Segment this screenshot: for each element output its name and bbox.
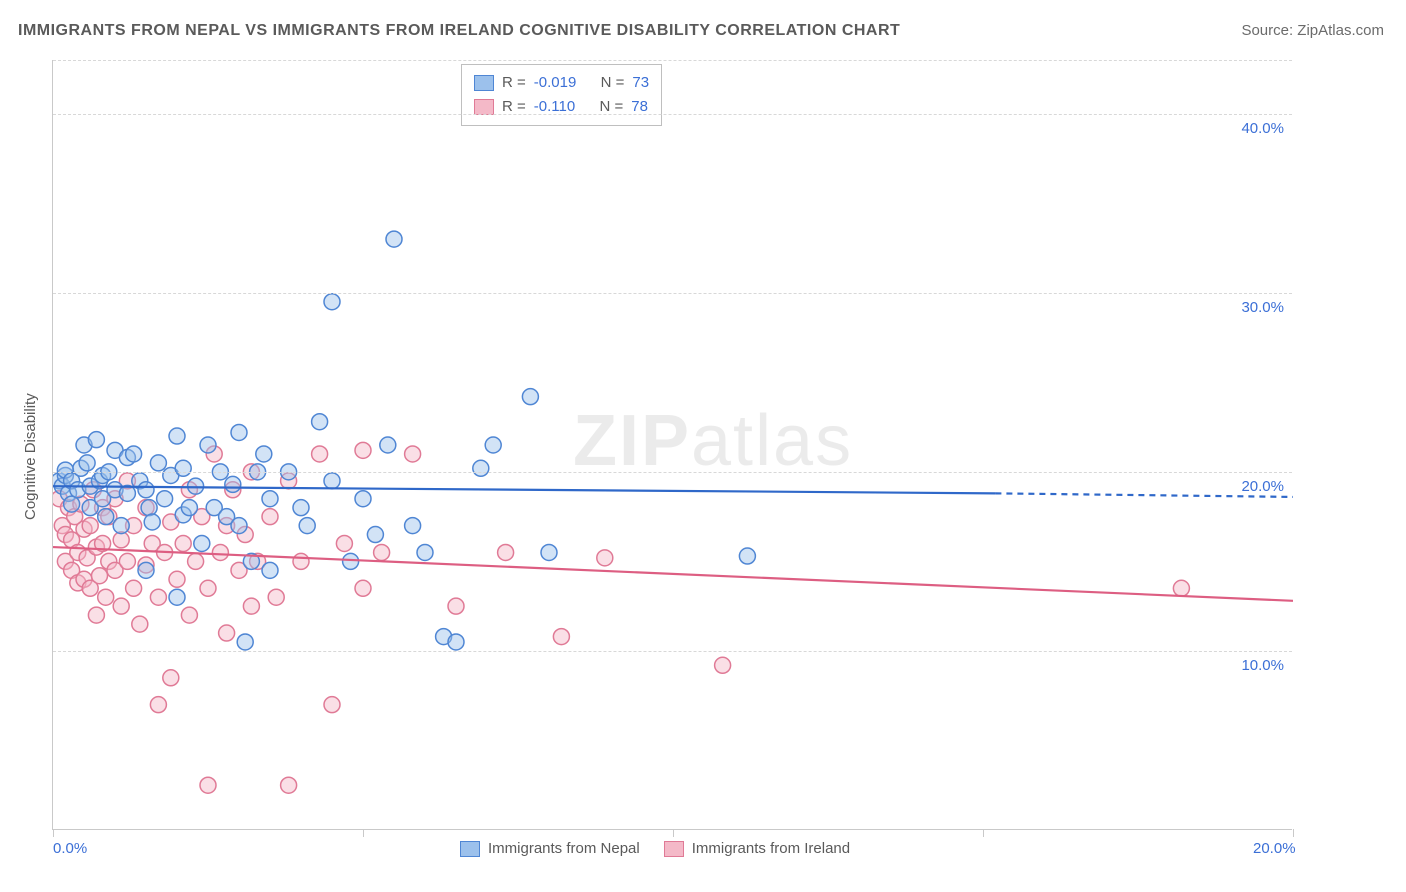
n-label: N = bbox=[601, 71, 625, 95]
r-label: R = bbox=[502, 95, 526, 119]
x-tick-label: 20.0% bbox=[1253, 840, 1296, 857]
x-tick bbox=[1293, 829, 1294, 837]
legend-label: Immigrants from Nepal bbox=[488, 840, 640, 857]
y-tick-label: 20.0% bbox=[1241, 478, 1284, 495]
legend-item: Immigrants from Nepal bbox=[460, 840, 640, 857]
x-tick-label: 0.0% bbox=[53, 840, 87, 857]
n-label: N = bbox=[600, 95, 624, 119]
legend-row: R = -0.019 N = 73 bbox=[474, 71, 649, 95]
correlation-legend: R = -0.019 N = 73 R = -0.110 N = 78 bbox=[461, 64, 662, 126]
legend-label: Immigrants from Ireland bbox=[692, 840, 850, 857]
legend-item: Immigrants from Ireland bbox=[664, 840, 850, 857]
x-tick bbox=[363, 829, 364, 837]
x-tick bbox=[673, 829, 674, 837]
plot-area: ZIPatlas R = -0.019 N = 73 R = -0.110 N … bbox=[52, 60, 1292, 830]
gridline bbox=[53, 114, 1292, 115]
swatch-bottom-1 bbox=[664, 841, 684, 857]
x-tick bbox=[983, 829, 984, 837]
swatch-series-1 bbox=[474, 99, 494, 115]
y-tick-label: 10.0% bbox=[1241, 657, 1284, 674]
x-tick bbox=[53, 829, 54, 837]
r-label: R = bbox=[502, 71, 526, 95]
y-axis-label: Cognitive Disability bbox=[22, 393, 39, 520]
chart-svg bbox=[53, 60, 1293, 830]
y-tick-label: 30.0% bbox=[1241, 299, 1284, 316]
legend-row: R = -0.110 N = 78 bbox=[474, 95, 649, 119]
swatch-bottom-0 bbox=[460, 841, 480, 857]
n-value-0: 73 bbox=[632, 71, 649, 95]
gridline bbox=[53, 293, 1292, 294]
swatch-series-0 bbox=[474, 75, 494, 91]
chart-title: IMMIGRANTS FROM NEPAL VS IMMIGRANTS FROM… bbox=[18, 22, 900, 40]
gridline bbox=[53, 60, 1292, 61]
gridline bbox=[53, 472, 1292, 473]
y-tick-label: 40.0% bbox=[1241, 120, 1284, 137]
source-attribution: Source: ZipAtlas.com bbox=[1241, 22, 1384, 39]
r-value-0: -0.019 bbox=[534, 71, 577, 95]
n-value-1: 78 bbox=[631, 95, 648, 119]
gridline bbox=[53, 651, 1292, 652]
series-legend: Immigrants from Nepal Immigrants from Ir… bbox=[460, 840, 850, 857]
r-value-1: -0.110 bbox=[534, 95, 575, 119]
